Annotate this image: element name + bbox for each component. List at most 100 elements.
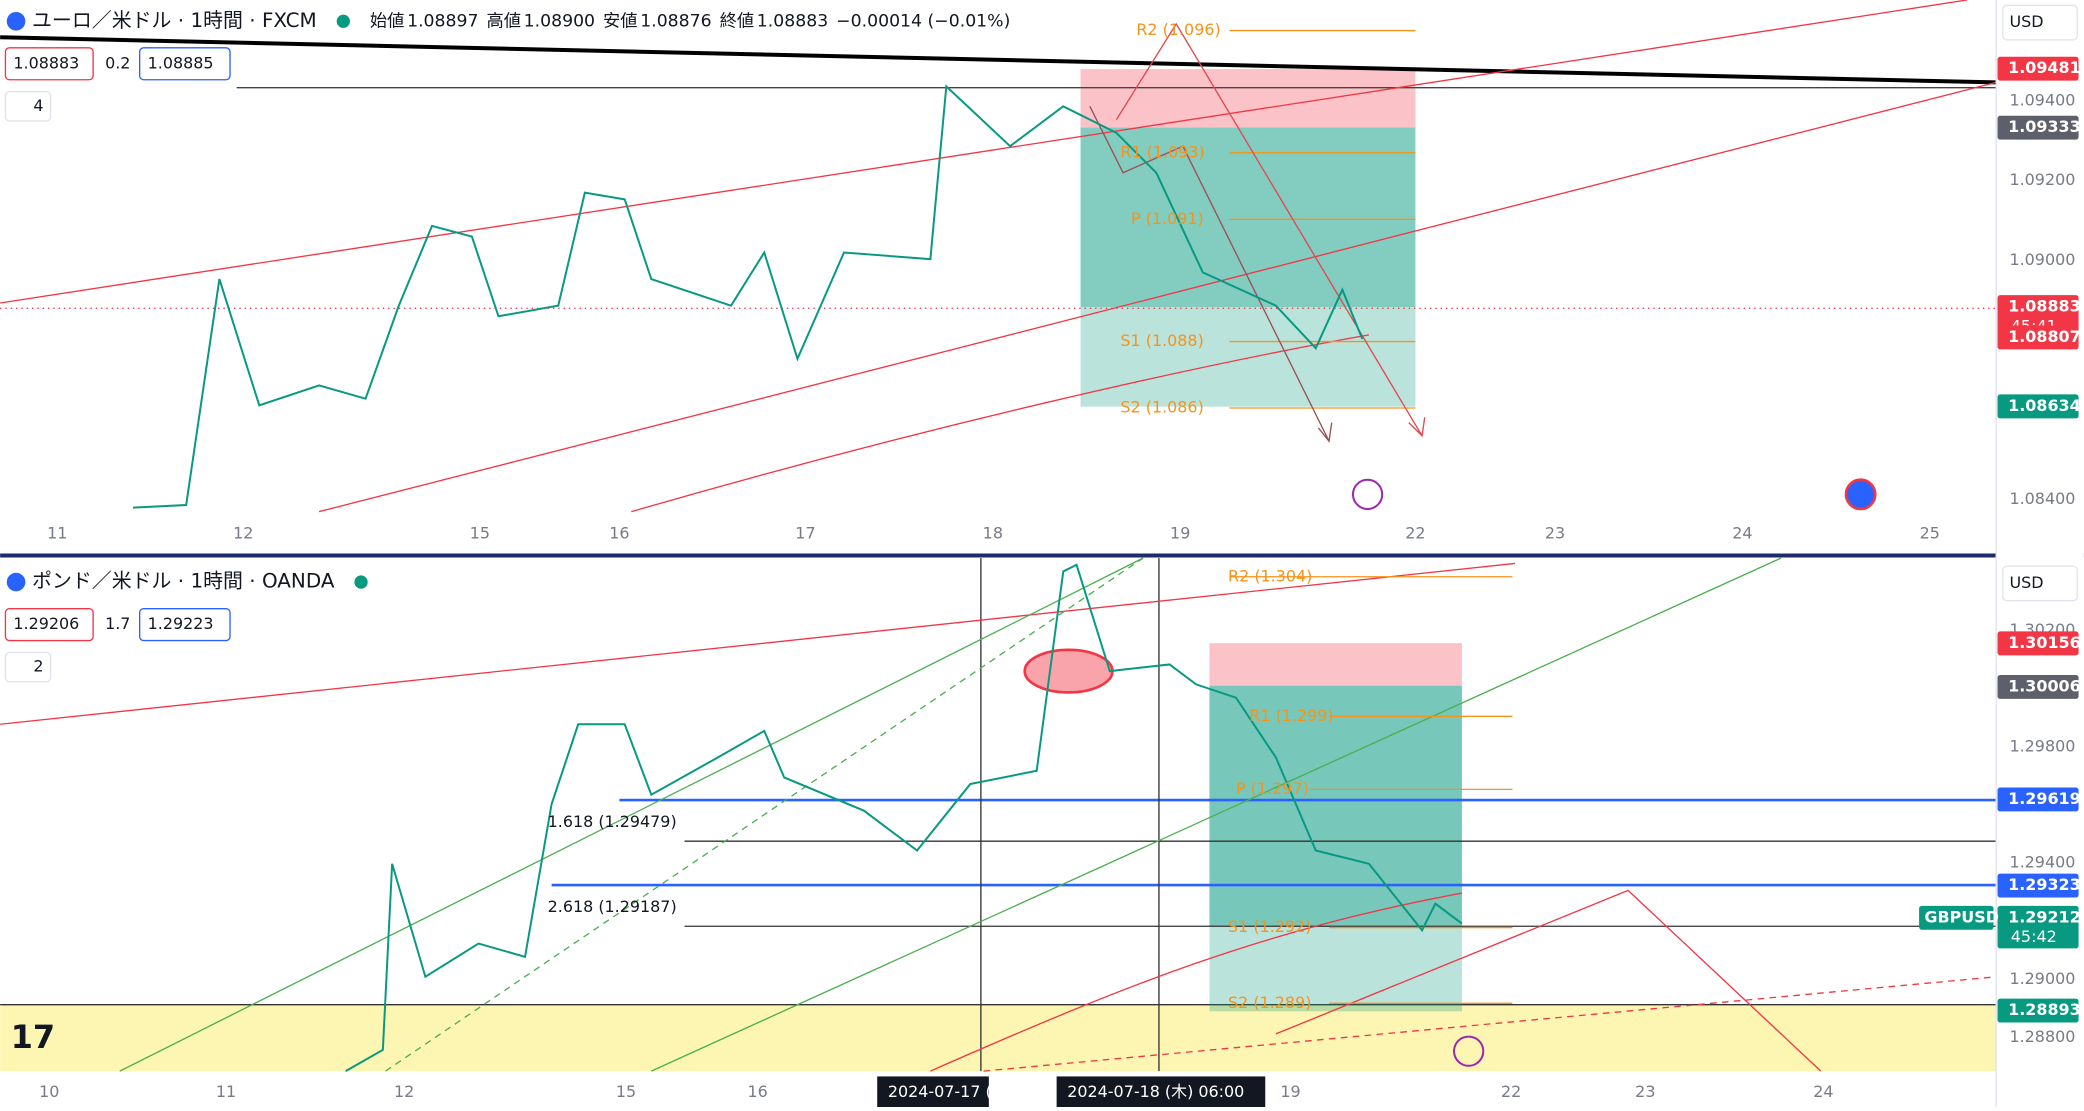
ask-box[interactable] (138, 47, 231, 81)
crosshair-date-bg (1056, 1076, 1266, 1107)
date-tick: 25 (1920, 524, 1940, 543)
pivot-label: S2 (1.289) (1228, 993, 1311, 1012)
price-badge-text: 1.09481 (2008, 58, 2081, 77)
top-drawings (0, 0, 1997, 513)
symbol-title[interactable]: ユーロ／米ドル · 1時間 · FXCM (32, 9, 317, 32)
date-tick: 19 (1280, 1082, 1300, 1101)
ohlc-value: 1.08897 (407, 11, 478, 31)
price-badge (1997, 998, 2079, 1023)
fib-label: 2.618 (1.29187) (548, 897, 677, 916)
crosshair-date: 2024-07-17 (水) 06: (888, 1082, 1045, 1101)
change: −0.00014 (−0.01%) (836, 11, 1010, 31)
ohlc-key: 終値 (720, 11, 755, 31)
ui: ユーロ／米ドル · 1時間 · FXCM 始値 1.08897 高値 1.08900 安値… (4, 4, 2081, 1107)
pivot-label: R2 (1.096) (1136, 20, 1220, 39)
price-badge-text: 1.29323 (2008, 875, 2081, 894)
pivot-label: S2 (1.086) (1120, 397, 1203, 416)
price-badge-text: 1.08883 (2008, 297, 2081, 316)
date-tick: 12 (394, 1082, 414, 1101)
date-tick: 12 (233, 524, 253, 543)
currency[interactable]: USD (2009, 573, 2043, 592)
currency[interactable]: USD (2009, 12, 2043, 31)
date-tick: 23 (1635, 1082, 1655, 1101)
price-tick: 1.29400 (2009, 853, 2075, 872)
pivot-label: R2 (1.304) (1228, 566, 1312, 585)
pivot-label: R1 (1.093) (1120, 142, 1204, 161)
price-badge-text: 1.28893 (2008, 1000, 2081, 1019)
price-badge-text: 1.30156 (2008, 633, 2081, 652)
symbol-title[interactable]: ポンド／米ドル · 1時間 · OANDA (32, 570, 335, 593)
date-tick: 18 (983, 524, 1003, 543)
ohlc-value: 1.08876 (640, 11, 711, 31)
date-tick: 11 (216, 1082, 236, 1101)
bottom-drawings: 17 (0, 557, 2070, 1104)
bid-box[interactable] (4, 47, 94, 81)
ohlc-key: 安値 (603, 11, 638, 31)
pivot-label: R1 (1.299) (1249, 706, 1333, 725)
pivot-label: S1 (1.292) (1228, 917, 1311, 936)
price-badge (1997, 631, 2079, 656)
indicator-toggle[interactable] (4, 91, 52, 122)
pivot-label: P (1.091) (1131, 209, 1204, 228)
date-tick: 16 (747, 1082, 767, 1101)
date-tick: 16 (609, 524, 629, 543)
price-tick: 1.29800 (2009, 736, 2075, 755)
price-tick: 1.08400 (2009, 489, 2075, 508)
price-badge (1997, 787, 2079, 812)
status-dot (336, 14, 350, 28)
date-tick: 10 (39, 1082, 59, 1101)
price-badge (1997, 873, 2079, 898)
price-badge (1997, 394, 2079, 419)
date-tick: 17 (795, 524, 815, 543)
ohlc-key: 始値 (370, 11, 405, 31)
ohlc-key: 高値 (486, 11, 521, 31)
date-tick: 11 (47, 524, 67, 543)
price-badge-text: 1.29212 (2008, 907, 2081, 926)
symbol-badge (1919, 905, 1994, 930)
date-tick: 24 (1732, 524, 1752, 543)
indicator-toggle[interactable] (4, 651, 52, 683)
price-badge (1997, 56, 2079, 81)
price-tick: 1.09000 (2009, 250, 2075, 269)
price-badge-text: 1.30006 (2008, 676, 2081, 695)
symbol-icon (6, 572, 26, 592)
pivot-label: P (1.297) (1236, 779, 1309, 798)
currency-select[interactable] (2002, 4, 2078, 41)
indicator-count[interactable]: 4 (33, 96, 43, 115)
date-tick: 15 (470, 524, 490, 543)
price-badge (1997, 325, 2079, 350)
price-badge (1997, 675, 2079, 699)
price-badge-text: 1.09333 (2008, 117, 2081, 136)
pivot-label: S1 (1.088) (1120, 331, 1203, 350)
price-badge-text: 1.29619 (2008, 789, 2081, 808)
ask[interactable]: 1.08885 (148, 53, 214, 72)
spread: 0.2 (105, 53, 130, 72)
price-tick: 1.29000 (2009, 969, 2075, 988)
currency-select[interactable] (2002, 565, 2078, 602)
spread: 1.7 (105, 614, 130, 633)
ask-box[interactable] (138, 607, 231, 642)
bid[interactable]: 1.29206 (13, 614, 79, 633)
fib-label: 1.618 (1.29479) (548, 812, 677, 831)
status-dot (354, 575, 368, 589)
bid[interactable]: 1.08883 (13, 53, 79, 72)
ask[interactable]: 1.29223 (148, 614, 214, 633)
price-badge (1997, 905, 2079, 949)
date-tick: 19 (1170, 524, 1190, 543)
date-tick: 22 (1405, 524, 1425, 543)
bid-box[interactable] (4, 607, 94, 642)
price-tick: 1.28800 (2009, 1027, 2075, 1046)
date-tick: 23 (1545, 524, 1565, 543)
price-tick: 1.09200 (2009, 170, 2075, 189)
price-badge-text: 1.08807 (2008, 327, 2081, 346)
price-badge (1997, 115, 2079, 140)
indicator-count[interactable]: 2 (33, 657, 43, 676)
svg-text:17: 17 (11, 1018, 55, 1056)
price-badge-text: 1.08634 (2008, 396, 2081, 415)
ohlc-value: 1.08883 (757, 11, 828, 31)
ohlc-value: 1.08900 (524, 11, 595, 31)
crosshair-date-bg (877, 1076, 989, 1107)
crosshair-date: 2024-07-18 (木) 06:00 (1067, 1082, 1244, 1101)
symbol-badge-text: GBPUSD (1924, 907, 1999, 926)
